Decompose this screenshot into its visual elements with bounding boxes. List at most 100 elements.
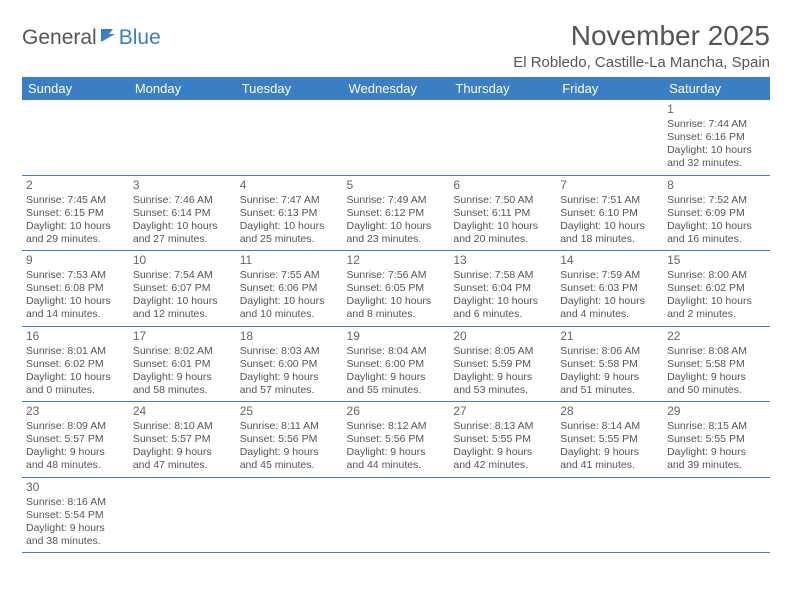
day-number: 19 [347,329,446,344]
brand-logo: General Blue [22,20,161,50]
col-monday: Monday [129,77,236,100]
calendar-day-cell [343,100,450,175]
day-number: 18 [240,329,339,344]
day-number: 24 [133,404,232,419]
calendar-day-cell: 10Sunrise: 7:54 AMSunset: 6:07 PMDayligh… [129,251,236,327]
day-number: 26 [347,404,446,419]
day-number: 7 [560,178,659,193]
day-number: 15 [667,253,766,268]
calendar-day-cell: 7Sunrise: 7:51 AMSunset: 6:10 PMDaylight… [556,175,663,251]
calendar-day-cell [129,477,236,553]
day-number: 4 [240,178,339,193]
day-number: 10 [133,253,232,268]
day-number: 3 [133,178,232,193]
calendar-day-cell: 29Sunrise: 8:15 AMSunset: 5:55 PMDayligh… [663,402,770,478]
calendar-day-cell [236,100,343,175]
day-info: Sunrise: 7:45 AMSunset: 6:15 PMDaylight:… [26,194,125,247]
calendar-table: Sunday Monday Tuesday Wednesday Thursday… [22,77,770,553]
weekday-header-row: Sunday Monday Tuesday Wednesday Thursday… [22,77,770,100]
month-title: November 2025 [513,20,770,52]
day-info: Sunrise: 7:47 AMSunset: 6:13 PMDaylight:… [240,194,339,247]
location-subtitle: El Robledo, Castille-La Mancha, Spain [513,54,770,71]
calendar-day-cell: 14Sunrise: 7:59 AMSunset: 6:03 PMDayligh… [556,251,663,327]
day-info: Sunrise: 7:49 AMSunset: 6:12 PMDaylight:… [347,194,446,247]
calendar-day-cell [343,477,450,553]
calendar-day-cell: 6Sunrise: 7:50 AMSunset: 6:11 PMDaylight… [449,175,556,251]
day-info: Sunrise: 8:02 AMSunset: 6:01 PMDaylight:… [133,345,232,398]
calendar-day-cell: 4Sunrise: 7:47 AMSunset: 6:13 PMDaylight… [236,175,343,251]
day-info: Sunrise: 8:08 AMSunset: 5:58 PMDaylight:… [667,345,766,398]
day-info: Sunrise: 8:10 AMSunset: 5:57 PMDaylight:… [133,420,232,473]
calendar-day-cell [22,100,129,175]
col-thursday: Thursday [449,77,556,100]
day-info: Sunrise: 7:55 AMSunset: 6:06 PMDaylight:… [240,269,339,322]
day-info: Sunrise: 8:16 AMSunset: 5:54 PMDaylight:… [26,496,125,549]
day-info: Sunrise: 8:03 AMSunset: 6:00 PMDaylight:… [240,345,339,398]
day-info: Sunrise: 8:06 AMSunset: 5:58 PMDaylight:… [560,345,659,398]
day-number: 14 [560,253,659,268]
day-info: Sunrise: 7:54 AMSunset: 6:07 PMDaylight:… [133,269,232,322]
calendar-day-cell: 3Sunrise: 7:46 AMSunset: 6:14 PMDaylight… [129,175,236,251]
page-header: General Blue November 2025 El Robledo, C… [22,20,770,71]
day-number: 30 [26,480,125,495]
day-info: Sunrise: 7:51 AMSunset: 6:10 PMDaylight:… [560,194,659,247]
day-info: Sunrise: 7:50 AMSunset: 6:11 PMDaylight:… [453,194,552,247]
day-info: Sunrise: 8:11 AMSunset: 5:56 PMDaylight:… [240,420,339,473]
calendar-day-cell [449,100,556,175]
calendar-day-cell [449,477,556,553]
calendar-day-cell [236,477,343,553]
day-number: 2 [26,178,125,193]
day-number: 21 [560,329,659,344]
calendar-day-cell: 13Sunrise: 7:58 AMSunset: 6:04 PMDayligh… [449,251,556,327]
calendar-day-cell: 12Sunrise: 7:56 AMSunset: 6:05 PMDayligh… [343,251,450,327]
calendar-day-cell: 30Sunrise: 8:16 AMSunset: 5:54 PMDayligh… [22,477,129,553]
day-number: 6 [453,178,552,193]
col-sunday: Sunday [22,77,129,100]
day-info: Sunrise: 8:00 AMSunset: 6:02 PMDaylight:… [667,269,766,322]
day-info: Sunrise: 8:14 AMSunset: 5:55 PMDaylight:… [560,420,659,473]
day-number: 13 [453,253,552,268]
calendar-day-cell: 26Sunrise: 8:12 AMSunset: 5:56 PMDayligh… [343,402,450,478]
calendar-week-row: 16Sunrise: 8:01 AMSunset: 6:02 PMDayligh… [22,326,770,402]
calendar-day-cell: 24Sunrise: 8:10 AMSunset: 5:57 PMDayligh… [129,402,236,478]
flag-icon [99,26,121,50]
day-info: Sunrise: 8:15 AMSunset: 5:55 PMDaylight:… [667,420,766,473]
calendar-day-cell: 21Sunrise: 8:06 AMSunset: 5:58 PMDayligh… [556,326,663,402]
calendar-day-cell: 27Sunrise: 8:13 AMSunset: 5:55 PMDayligh… [449,402,556,478]
day-info: Sunrise: 7:59 AMSunset: 6:03 PMDaylight:… [560,269,659,322]
col-saturday: Saturday [663,77,770,100]
day-number: 28 [560,404,659,419]
day-number: 29 [667,404,766,419]
logo-text-a: General [22,26,97,50]
day-info: Sunrise: 7:52 AMSunset: 6:09 PMDaylight:… [667,194,766,247]
col-wednesday: Wednesday [343,77,450,100]
calendar-page: General Blue November 2025 El Robledo, C… [0,0,792,553]
col-friday: Friday [556,77,663,100]
day-number: 16 [26,329,125,344]
calendar-day-cell: 18Sunrise: 8:03 AMSunset: 6:00 PMDayligh… [236,326,343,402]
day-info: Sunrise: 8:12 AMSunset: 5:56 PMDaylight:… [347,420,446,473]
calendar-day-cell: 25Sunrise: 8:11 AMSunset: 5:56 PMDayligh… [236,402,343,478]
day-info: Sunrise: 8:01 AMSunset: 6:02 PMDaylight:… [26,345,125,398]
day-info: Sunrise: 7:46 AMSunset: 6:14 PMDaylight:… [133,194,232,247]
day-number: 1 [667,102,766,117]
calendar-week-row: 30Sunrise: 8:16 AMSunset: 5:54 PMDayligh… [22,477,770,553]
calendar-day-cell: 1Sunrise: 7:44 AMSunset: 6:16 PMDaylight… [663,100,770,175]
calendar-day-cell: 9Sunrise: 7:53 AMSunset: 6:08 PMDaylight… [22,251,129,327]
calendar-day-cell: 17Sunrise: 8:02 AMSunset: 6:01 PMDayligh… [129,326,236,402]
calendar-day-cell: 15Sunrise: 8:00 AMSunset: 6:02 PMDayligh… [663,251,770,327]
day-number: 11 [240,253,339,268]
day-info: Sunrise: 8:05 AMSunset: 5:59 PMDaylight:… [453,345,552,398]
calendar-day-cell: 8Sunrise: 7:52 AMSunset: 6:09 PMDaylight… [663,175,770,251]
day-info: Sunrise: 8:09 AMSunset: 5:57 PMDaylight:… [26,420,125,473]
calendar-day-cell: 11Sunrise: 7:55 AMSunset: 6:06 PMDayligh… [236,251,343,327]
calendar-day-cell: 2Sunrise: 7:45 AMSunset: 6:15 PMDaylight… [22,175,129,251]
day-number: 23 [26,404,125,419]
day-number: 27 [453,404,552,419]
day-number: 8 [667,178,766,193]
calendar-day-cell: 23Sunrise: 8:09 AMSunset: 5:57 PMDayligh… [22,402,129,478]
day-number: 5 [347,178,446,193]
calendar-body: 1Sunrise: 7:44 AMSunset: 6:16 PMDaylight… [22,100,770,553]
calendar-day-cell: 5Sunrise: 7:49 AMSunset: 6:12 PMDaylight… [343,175,450,251]
calendar-week-row: 2Sunrise: 7:45 AMSunset: 6:15 PMDaylight… [22,175,770,251]
